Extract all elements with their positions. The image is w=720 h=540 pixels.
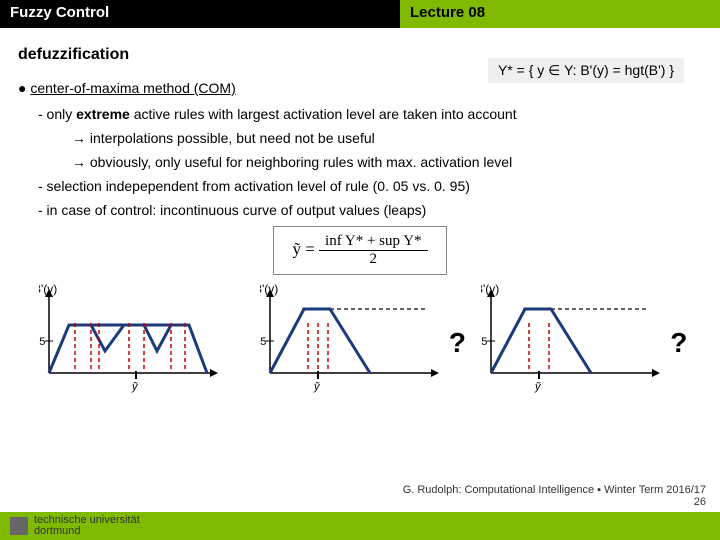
l1b: extreme	[76, 106, 130, 122]
formula-box: Y* = { y ∈ Y: B'(y) = hgt(B') }	[488, 58, 684, 83]
chart-2: 0, 50, 5B'(y)ỹ ?	[260, 283, 460, 398]
svg-text:ỹ: ỹ	[534, 381, 542, 393]
header-right: Lecture 08	[400, 0, 720, 28]
svg-text:0, 5: 0, 5	[260, 336, 266, 348]
line-3: → obviously, only useful for neighboring…	[72, 154, 702, 170]
svg-text:B'(y): B'(y)	[260, 283, 278, 296]
frac-top: inf Y* + sup Y*	[319, 233, 428, 251]
l1a: - only	[38, 106, 76, 122]
svg-text:B'(y): B'(y)	[39, 283, 57, 296]
chart-1: 0, 50, 5B'(y)ỹ	[39, 283, 239, 398]
tu-square-icon	[10, 517, 28, 535]
frac-bot: 2	[319, 251, 428, 268]
svg-text:ỹ: ỹ	[313, 381, 321, 393]
footer-text: G. Rudolph: Computational Intelligence ▪…	[403, 484, 706, 508]
center-formula: ỹ = inf Y* + sup Y* 2	[18, 226, 702, 275]
tu-text: technische universität dortmund	[34, 515, 140, 537]
svg-text:ỹ: ỹ	[131, 381, 139, 393]
line-5: - in case of control: incontinuous curve…	[38, 202, 702, 218]
q-mark: ?	[449, 327, 466, 359]
line-4: - selection indepependent from activatio…	[38, 178, 702, 194]
bullet: ●	[18, 80, 26, 96]
l1c: active rules with largest activation lev…	[130, 106, 517, 122]
svg-text:B'(y): B'(y)	[481, 283, 499, 296]
line-1: - only extreme active rules with largest…	[38, 106, 702, 122]
svg-text:0, 5: 0, 5	[481, 336, 487, 348]
header-left: Fuzzy Control	[0, 0, 400, 28]
footer: G. Rudolph: Computational Intelligence ▪…	[0, 512, 720, 540]
charts-row: 0, 50, 5B'(y)ỹ 0, 50, 5B'(y)ỹ ? 0, 50, 5…	[18, 283, 702, 398]
footer-line1: G. Rudolph: Computational Intelligence ▪…	[403, 484, 706, 496]
method-name: center-of-maxima method (COM)	[30, 80, 235, 96]
line-2: → interpolations possible, but need not …	[72, 130, 702, 146]
q-mark: ?	[670, 327, 687, 359]
frac-lhs: ỹ =	[292, 239, 314, 258]
tu-logo: technische universität dortmund	[10, 515, 140, 537]
svg-text:0, 5: 0, 5	[39, 336, 45, 348]
chart-3: 0, 50, 5B'(y)ỹ ?	[481, 283, 681, 398]
footer-line2: 26	[694, 496, 706, 508]
